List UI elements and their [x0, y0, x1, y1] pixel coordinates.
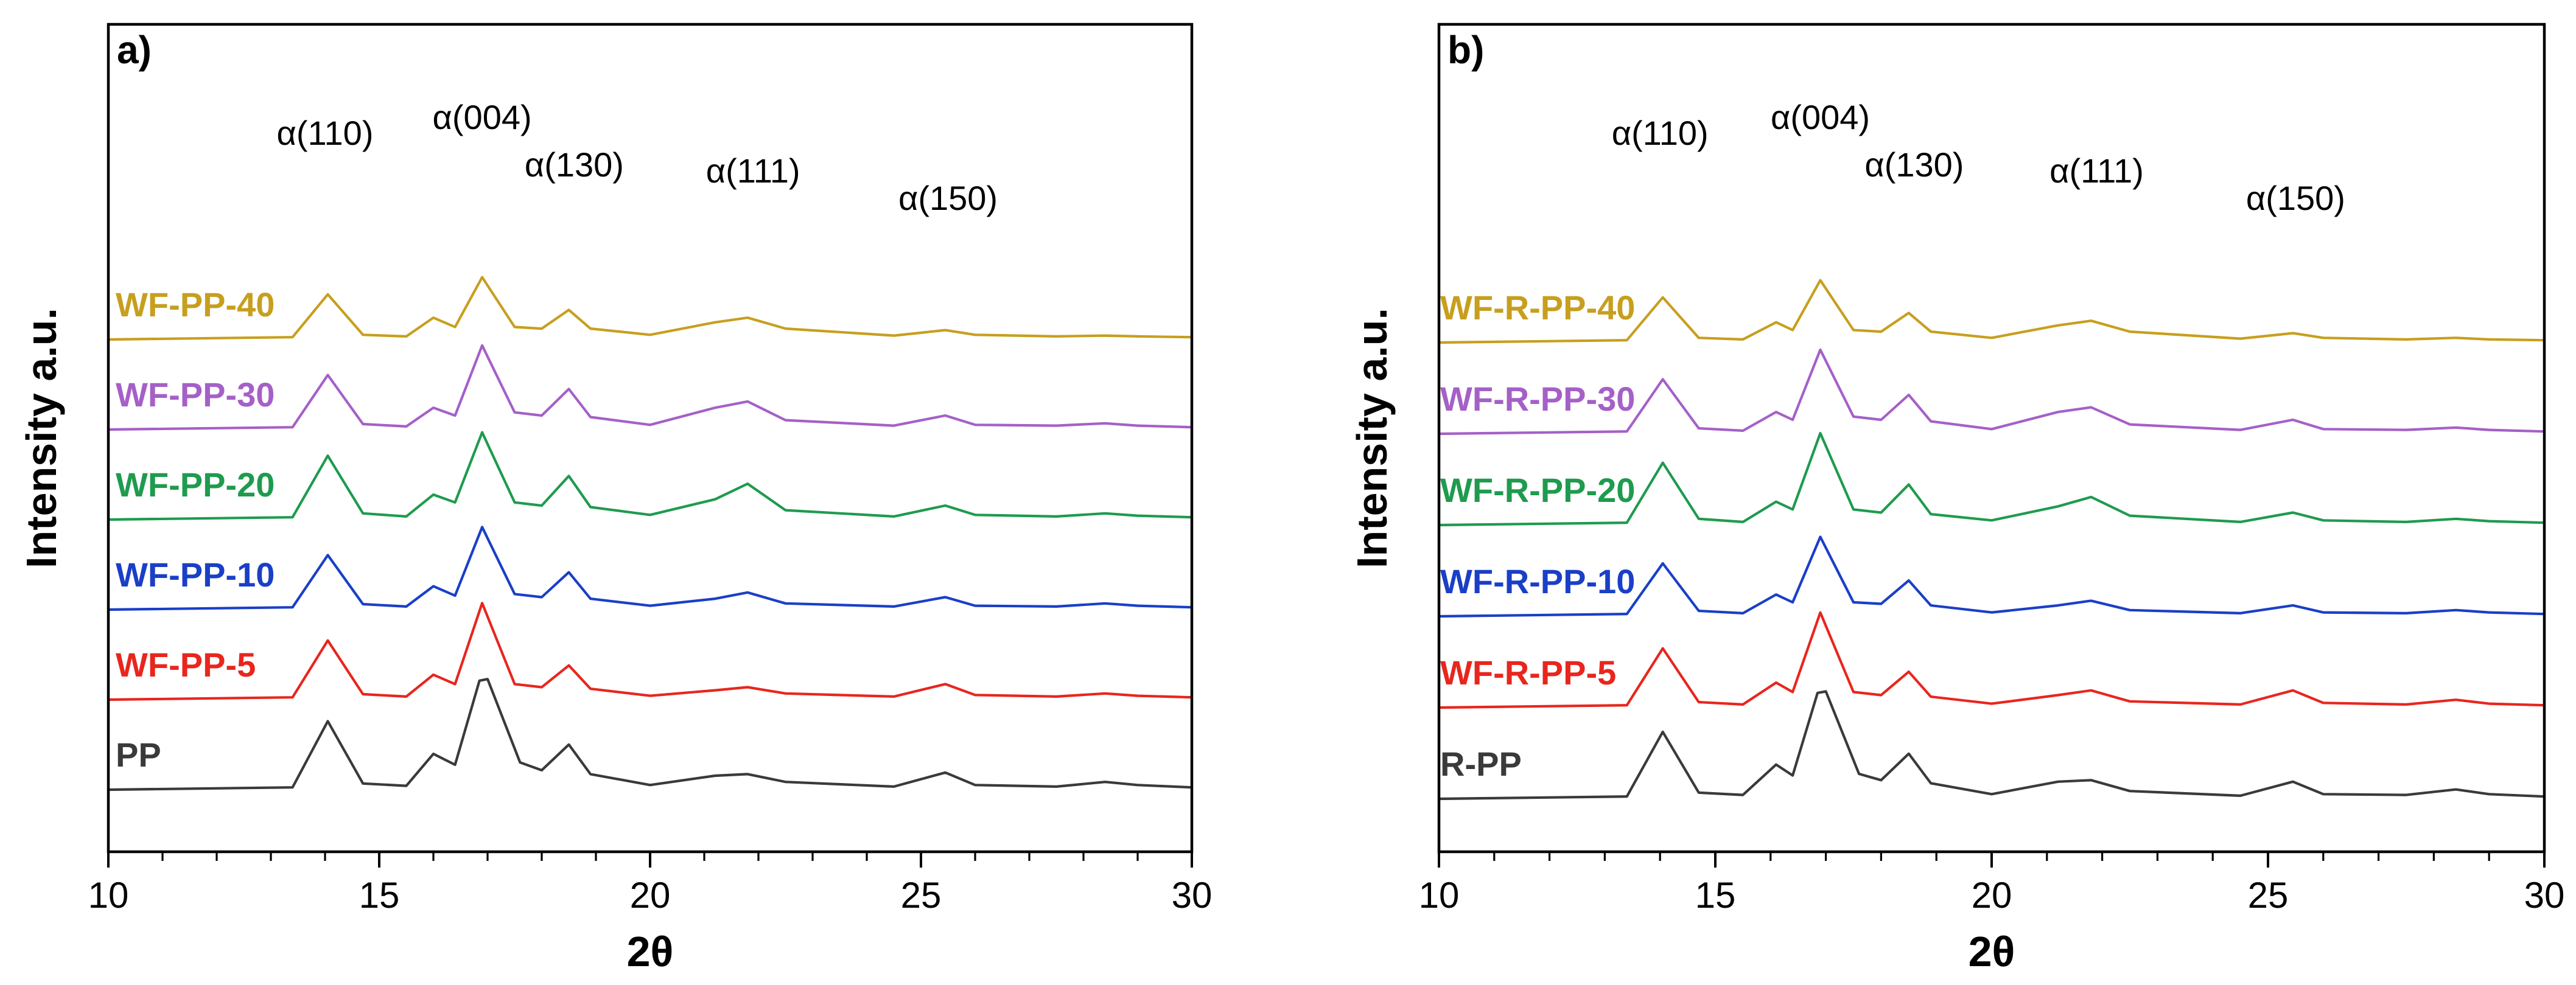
- chart-a-series-line-wf-pp-30: [108, 344, 1192, 431]
- chart-a-x-tick-label: 10: [88, 875, 129, 916]
- chart-b-x-tick-label: 10: [1419, 875, 1460, 916]
- chart-b-y-axis-title: Intensity a.u.: [1348, 308, 1396, 568]
- chart-b-panel-label: b): [1447, 28, 1484, 72]
- chart-b-x-axis-title: 2θ: [1969, 928, 2015, 975]
- chart-b-x-tick-label: 30: [2524, 875, 2565, 916]
- chart-b-series-line-wf-r-pp-20: [1438, 431, 2545, 527]
- chart-a-peak-label: α(150): [898, 179, 998, 217]
- chart-a-plot-frame: [107, 23, 1194, 854]
- chart-a-x-tick-label: 30: [1172, 875, 1213, 916]
- chart-a-series-label-wf-pp-30: WF-PP-30: [116, 375, 275, 414]
- chart-b-x-tick-label: 15: [1695, 875, 1736, 916]
- chart-b-series-label-wf-r-pp-40: WF-R-PP-40: [1440, 288, 1635, 327]
- chart-a-x-tick-label: 15: [359, 875, 400, 916]
- chart-a-series-line-pp: [108, 678, 1192, 792]
- chart-b-peak-label: α(150): [2246, 179, 2345, 217]
- chart-a-series-line-wf-pp-40: [108, 276, 1192, 341]
- chart-a-x-tick-label: 20: [630, 875, 671, 916]
- chart-a-peak-label: α(110): [277, 114, 374, 152]
- chart-b-peak-label: α(110): [1612, 114, 1709, 152]
- chart-b-series-line-wf-r-pp-30: [1438, 348, 2545, 436]
- chart-a-series-line-wf-pp-5: [108, 602, 1192, 701]
- chart-b-series-label-wf-r-pp-10: WF-R-PP-10: [1440, 562, 1635, 600]
- chart-b-series-line-wf-r-pp-40: [1438, 279, 2545, 344]
- chart-a-peak-label: α(004): [433, 98, 532, 136]
- chart-panel-b: R-PP WF-R-PP-5 WF-R-PP-10 WF-R-PP-20 WF-R-PP…: [1288, 0, 2576, 985]
- chart-a-series-label-wf-pp-40: WF-PP-40: [116, 285, 275, 324]
- chart-b-peak-label: α(004): [1771, 98, 1870, 136]
- chart-a-peak-label: α(130): [525, 145, 624, 184]
- chart-b-peak-label: α(111): [2049, 151, 2144, 190]
- chart-a-series-line-wf-pp-10: [108, 526, 1192, 611]
- chart-b-series-label-wf-r-pp-30: WF-R-PP-30: [1440, 380, 1635, 418]
- chart-a-peak-label: α(111): [706, 151, 800, 190]
- chart-b-peak-label: α(130): [1864, 145, 1964, 184]
- chart-a-series-label-wf-pp-5: WF-PP-5: [116, 646, 256, 684]
- chart-a-series-label-pp: PP: [116, 736, 161, 774]
- chart-b-plot-frame: [1437, 23, 2546, 854]
- chart-a-x-axis-title: 2θ: [627, 928, 674, 975]
- chart-b-series-label-wf-r-pp-5: WF-R-PP-5: [1440, 653, 1616, 692]
- chart-b-x-tick-label: 25: [2248, 875, 2289, 916]
- chart-a-series-line-wf-pp-20: [108, 431, 1192, 521]
- chart-a-series-label-wf-pp-10: WF-PP-10: [116, 555, 275, 594]
- xrd-chart-a: PP WF-PP-5 WF-PP-10 WF-PP-20 WF-PP-30 WF-PP-4…: [18, 23, 1213, 975]
- chart-b-x-tick-label: 20: [1972, 875, 2012, 916]
- chart-panel-a: PP WF-PP-5 WF-PP-10 WF-PP-20 WF-PP-30 WF-PP-4…: [18, 23, 1213, 975]
- chart-a-series-label-wf-pp-20: WF-PP-20: [116, 465, 275, 504]
- chart-a-panel-label: a): [117, 28, 152, 72]
- chart-b-series-label-r-pp: R-PP: [1440, 745, 1522, 783]
- chart-a-x-tick-label: 25: [901, 875, 942, 916]
- chart-b-series-label-wf-r-pp-20: WF-R-PP-20: [1440, 471, 1635, 509]
- chart-b-series-line-r-pp: [1438, 690, 2545, 801]
- chart-b-series-line-wf-r-pp-10: [1438, 535, 2545, 618]
- chart-b-series-line-wf-r-pp-5: [1438, 611, 2545, 709]
- chart-a-y-axis-title: Intensity a.u.: [18, 308, 65, 568]
- xrd-chart-b: R-PP WF-R-PP-5 WF-R-PP-10 WF-R-PP-20 WF-R-PP…: [1348, 23, 2565, 975]
